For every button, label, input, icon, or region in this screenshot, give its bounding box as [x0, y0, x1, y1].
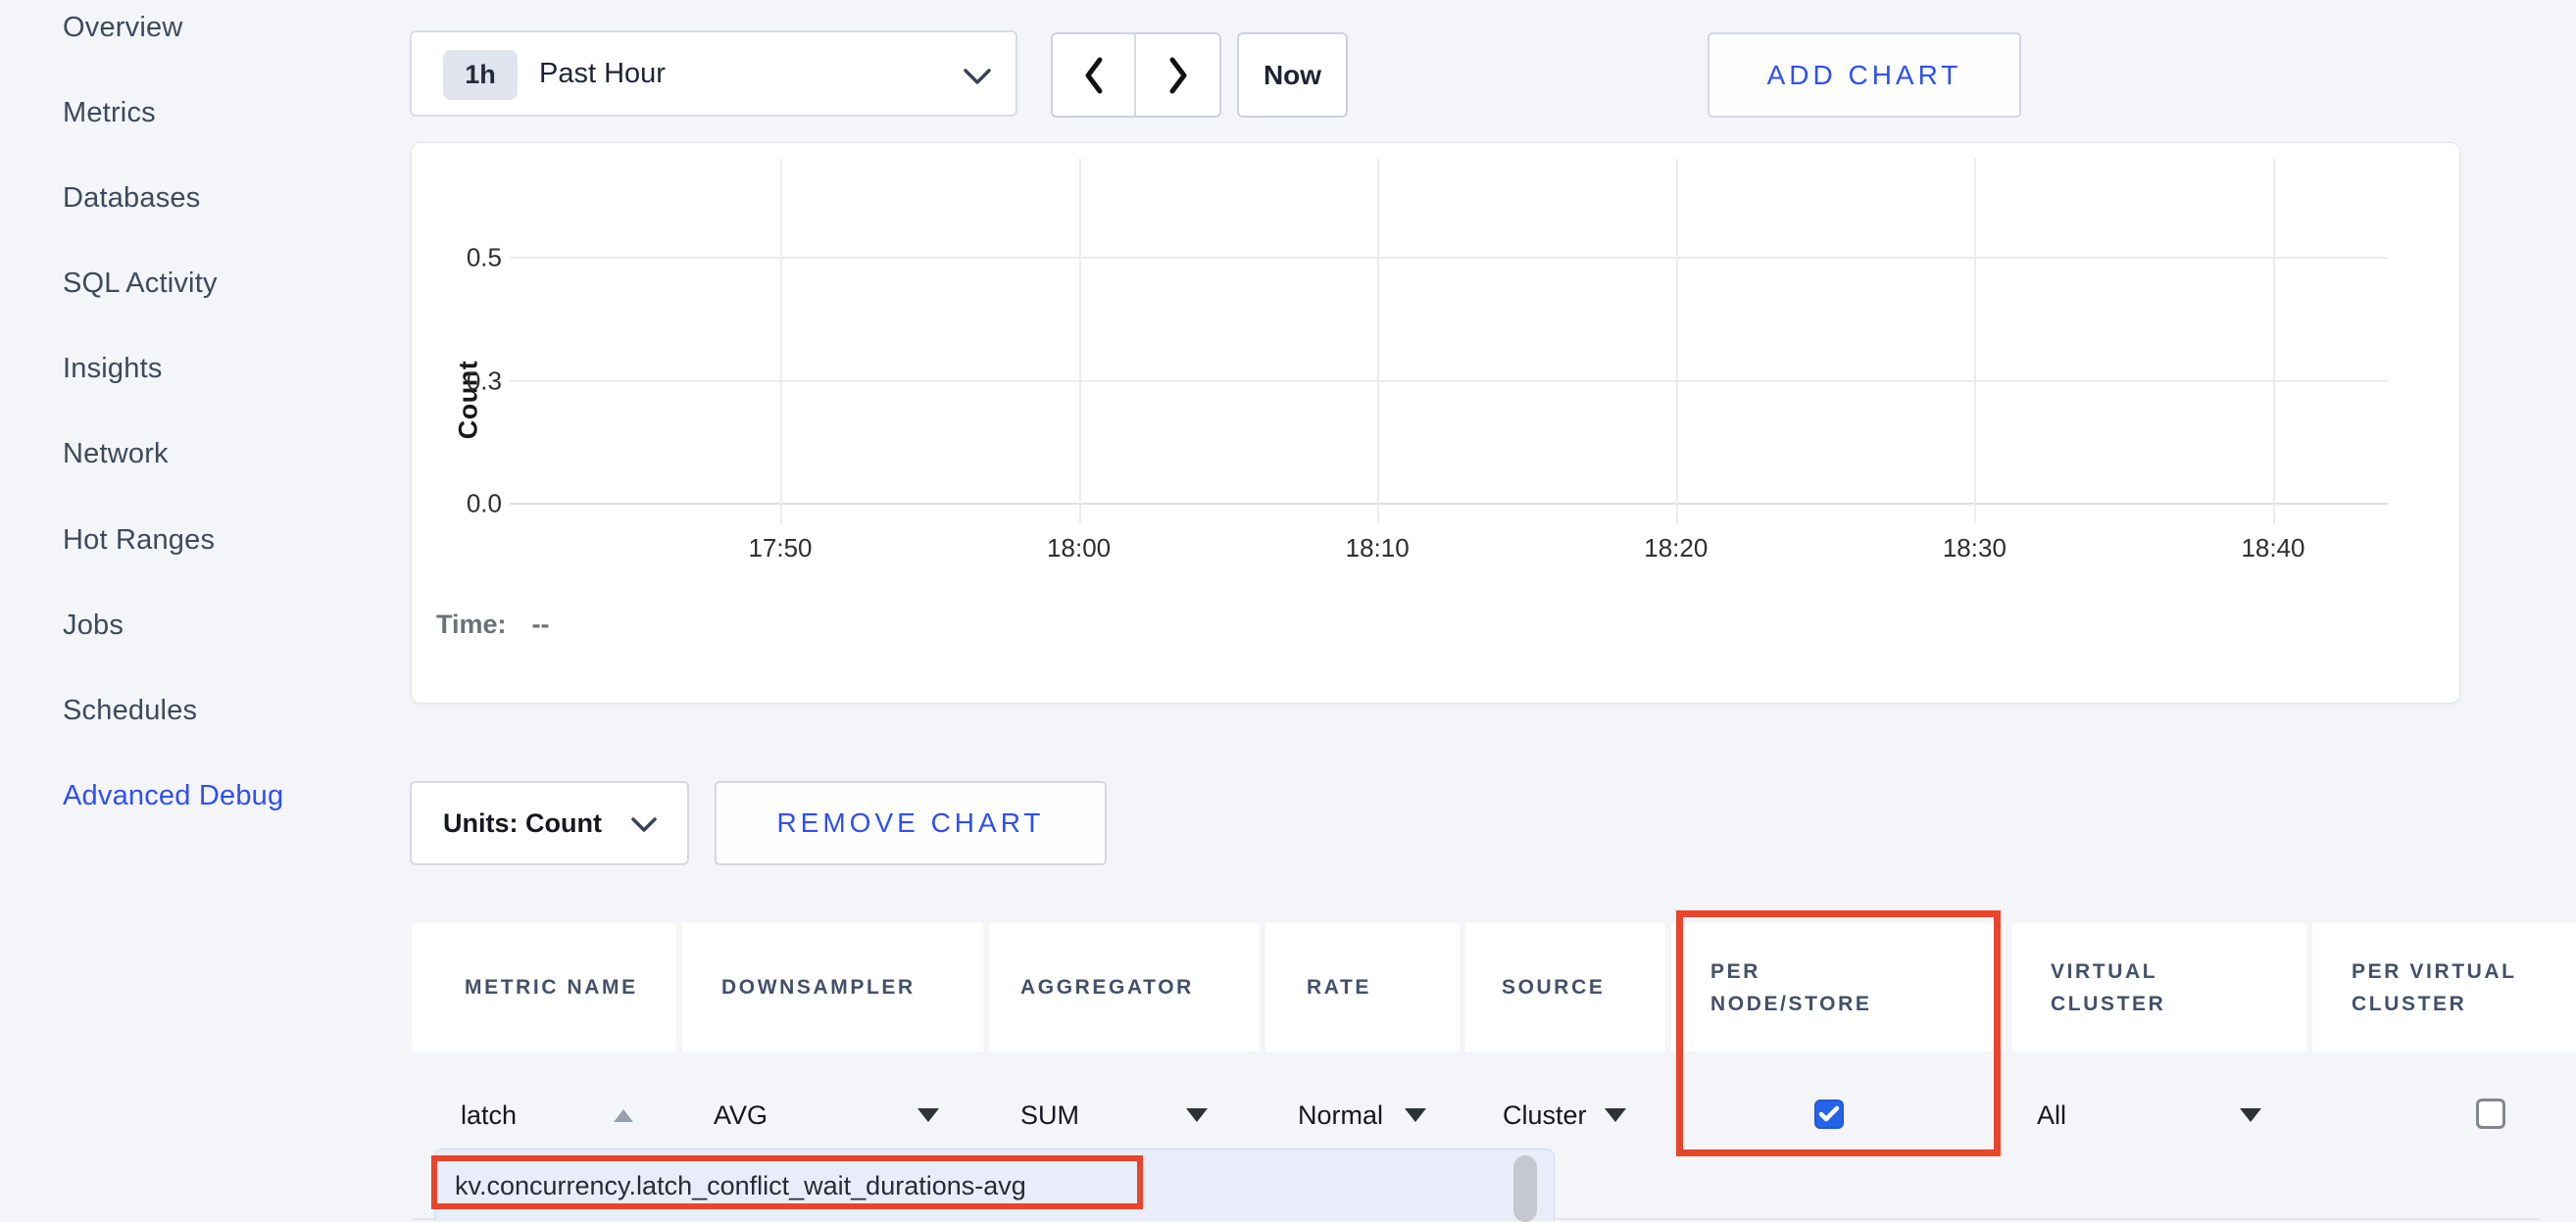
- column-header-label: PER NODE/STORE: [1710, 959, 1872, 1015]
- sidebar-item-overview[interactable]: Overview: [63, 11, 183, 43]
- x-tick-label: 18:10: [1345, 533, 1410, 562]
- per-virtual-cluster-checkbox[interactable]: [2476, 1099, 2505, 1129]
- chart-plot-area[interactable]: 0.5 0.3 0.0 17:50 18:00 18:10 18:20 18:30 18:40: [412, 143, 2459, 703]
- aggregator-value: SUM: [1020, 1100, 1079, 1130]
- y-tick-label: 0.0: [466, 488, 502, 518]
- source-value: Cluster: [1503, 1100, 1587, 1130]
- x-gridline: [1675, 159, 1678, 523]
- dropdown-arrow-icon: [917, 1108, 939, 1122]
- time-range-label: Past Hour: [539, 57, 666, 89]
- time-readout-label: Time:: [436, 610, 507, 639]
- dropdown-scrollbar-thumb[interactable]: [1513, 1155, 1537, 1222]
- x-tick-label: 18:20: [1644, 533, 1709, 562]
- units-select[interactable]: Units: Count: [410, 781, 689, 865]
- column-header-label: METRIC NAME: [465, 976, 638, 999]
- time-pager: [1051, 32, 1221, 118]
- remove-chart-button[interactable]: REMOVE CHART: [715, 781, 1107, 865]
- metric-suggestion-item[interactable]: kv.concurrency.latch_conflict_wait_durat…: [455, 1171, 1026, 1200]
- now-button[interactable]: Now: [1237, 32, 1348, 118]
- y-tick-label: 0.5: [466, 242, 502, 272]
- metric-name-combobox[interactable]: latch: [461, 1090, 633, 1141]
- aggregator-select[interactable]: SUM: [1020, 1090, 1208, 1141]
- y-gridline: [510, 503, 2388, 505]
- column-header-virtual-cluster: VIRTUAL CLUSTER: [2011, 923, 2306, 1051]
- prev-time-button[interactable]: [1053, 34, 1136, 116]
- metric-suggestion-dropdown: kv.concurrency.latch_conflict_wait_durat…: [434, 1149, 1555, 1222]
- sidebar-item-databases[interactable]: Databases: [63, 181, 201, 214]
- metric-name-value: latch: [461, 1100, 518, 1130]
- column-header-label: AGGREGATOR: [1020, 976, 1194, 999]
- column-header-per-virtual-cluster: PER VIRTUAL CLUSTER: [2312, 923, 2576, 1051]
- sidebar-item-sql-activity[interactable]: SQL Activity: [63, 267, 218, 299]
- column-header-metric-name: METRIC NAME: [412, 923, 676, 1051]
- add-chart-button[interactable]: ADD CHART: [1708, 32, 2021, 118]
- column-header-downsampler: DOWNSAMPLER: [682, 923, 983, 1051]
- chevron-down-icon: [961, 66, 994, 87]
- source-select[interactable]: Cluster: [1503, 1090, 1626, 1141]
- dropdown-arrow-icon: [2240, 1108, 2261, 1122]
- time-range-badge: 1h: [443, 50, 518, 100]
- column-header-label: RATE: [1307, 976, 1372, 999]
- column-header-label: VIRTUAL CLUSTER: [2051, 959, 2166, 1015]
- column-header-per-node-store: PER NODE/STORE: [1671, 923, 2006, 1051]
- y-gridline: [510, 379, 2388, 382]
- y-tick-label: 0.3: [466, 366, 502, 395]
- downsampler-select[interactable]: AVG: [714, 1090, 939, 1141]
- per-node-store-checkbox[interactable]: [1814, 1100, 1844, 1129]
- sidebar-item-jobs[interactable]: Jobs: [63, 609, 124, 641]
- sort-up-icon: [614, 1108, 633, 1122]
- column-header-source: SOURCE: [1465, 923, 1665, 1051]
- time-readout-value: --: [531, 610, 550, 639]
- downsampler-value: AVG: [714, 1100, 768, 1130]
- x-gridline: [780, 159, 782, 523]
- sidebar-item-schedules[interactable]: Schedules: [63, 694, 198, 726]
- sidebar-item-metrics[interactable]: Metrics: [63, 96, 156, 128]
- column-header-aggregator: AGGREGATOR: [989, 923, 1260, 1051]
- dropdown-arrow-icon: [1186, 1108, 1208, 1122]
- x-tick-label: 18:40: [2241, 533, 2305, 562]
- virtual-cluster-value: All: [2037, 1100, 2067, 1130]
- column-header-label: DOWNSAMPLER: [721, 976, 916, 999]
- x-gridline: [2273, 159, 2275, 523]
- virtual-cluster-select[interactable]: All: [2037, 1090, 2261, 1141]
- sidebar-item-insights[interactable]: Insights: [63, 352, 163, 384]
- chart-hover-readout: Time: --: [436, 610, 550, 640]
- x-gridline: [1078, 159, 1081, 523]
- chevron-down-icon: [629, 815, 659, 835]
- next-time-button[interactable]: [1136, 34, 1219, 116]
- column-header-label: PER VIRTUAL CLUSTER: [2352, 959, 2517, 1015]
- column-header-label: SOURCE: [1502, 976, 1606, 999]
- rate-value: Normal: [1298, 1100, 1384, 1130]
- x-gridline: [1974, 159, 1977, 523]
- sidebar-item-network[interactable]: Network: [63, 437, 169, 469]
- units-select-label: Units: Count: [443, 807, 602, 838]
- y-gridline: [510, 257, 2388, 259]
- time-range-select[interactable]: 1h Past Hour: [410, 30, 1017, 117]
- sidebar-item-hot-ranges[interactable]: Hot Ranges: [63, 523, 216, 556]
- x-tick-label: 17:50: [748, 533, 813, 562]
- x-tick-label: 18:30: [1942, 533, 2006, 562]
- sidebar-item-advanced-debug[interactable]: Advanced Debug: [63, 779, 284, 811]
- rate-select[interactable]: Normal: [1298, 1090, 1426, 1141]
- dropdown-arrow-icon: [1605, 1108, 1626, 1122]
- x-gridline: [1377, 159, 1380, 523]
- column-header-rate: RATE: [1265, 923, 1460, 1051]
- dropdown-arrow-icon: [1405, 1108, 1426, 1122]
- x-tick-label: 18:00: [1047, 533, 1112, 562]
- chart-panel: Count 0.5 0.3 0.0 17:50 18:00 18:10 18:20 18:30…: [411, 142, 2460, 704]
